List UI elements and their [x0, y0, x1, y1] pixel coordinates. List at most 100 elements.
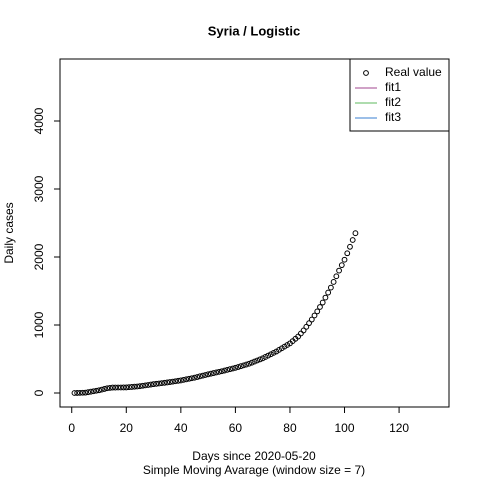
point: [199, 372, 206, 379]
point: [248, 359, 255, 366]
chart-title: Syria / Logistic: [208, 23, 300, 38]
point: [167, 379, 173, 385]
point: [79, 389, 86, 396]
point: [188, 375, 195, 382]
point: [82, 389, 89, 396]
point: [177, 377, 184, 384]
point: [98, 386, 105, 393]
point: [156, 380, 162, 387]
point: [306, 320, 312, 327]
subtitle: Simple Moving Avarage (window size = 7): [143, 463, 365, 477]
x-tick-label: 0: [68, 421, 75, 435]
point: [202, 372, 209, 378]
x-tick-label: 60: [229, 421, 243, 435]
point: [221, 367, 228, 374]
point: [71, 390, 78, 396]
y-tick-label: 1000: [32, 311, 46, 338]
point: [327, 284, 334, 291]
point: [128, 384, 135, 390]
point: [150, 381, 157, 388]
point: [344, 250, 351, 257]
legend-label: fit3: [385, 110, 401, 124]
point: [237, 363, 244, 370]
point: [74, 390, 81, 396]
point: [180, 376, 187, 383]
point: [191, 374, 198, 381]
x-axis-label: Days since 2020-05-20: [192, 449, 316, 463]
point: [158, 380, 165, 387]
x-tick-label: 120: [389, 421, 409, 435]
point: [213, 369, 220, 376]
point: [87, 388, 94, 395]
point: [90, 388, 97, 395]
point: [347, 243, 353, 250]
point: [77, 389, 83, 396]
point: [229, 365, 236, 372]
y-axis-label: Daily cases: [2, 202, 16, 263]
point: [265, 352, 272, 359]
point: [172, 378, 179, 385]
point: [235, 364, 242, 370]
point: [107, 384, 113, 391]
point: [186, 375, 192, 382]
point: [126, 384, 132, 391]
point: [333, 273, 340, 280]
point: [254, 357, 261, 364]
point: [257, 356, 263, 363]
y-tick-label: 2000: [32, 243, 46, 270]
point: [104, 385, 111, 392]
point: [131, 383, 138, 390]
point: [251, 358, 258, 365]
point: [232, 364, 239, 371]
point: [197, 373, 203, 380]
point: [134, 383, 141, 390]
x-tick-label: 40: [174, 421, 188, 435]
y-tick-label: 3000: [32, 175, 46, 202]
point: [243, 361, 250, 368]
point: [205, 371, 212, 378]
point: [297, 330, 304, 337]
point: [194, 374, 201, 380]
y-tick-label: 4000: [32, 107, 46, 134]
point: [183, 376, 190, 383]
point: [259, 355, 266, 362]
point: [161, 379, 168, 386]
point: [262, 354, 269, 360]
point: [270, 349, 277, 356]
point: [207, 370, 214, 377]
legend-label: Real value: [385, 65, 442, 79]
legend-label: fit1: [385, 80, 401, 94]
point: [224, 366, 231, 373]
point: [240, 362, 247, 369]
point: [300, 327, 307, 334]
x-tick-label: 20: [120, 421, 134, 435]
point: [311, 312, 318, 319]
point: [308, 316, 315, 323]
x-tick-label: 100: [335, 421, 355, 435]
point: [96, 387, 102, 394]
point: [317, 304, 323, 310]
legend-label: fit2: [385, 95, 401, 109]
point: [112, 384, 119, 391]
point: [216, 368, 222, 375]
point: [153, 380, 160, 387]
point: [210, 370, 217, 376]
point: [227, 366, 233, 373]
point: [314, 308, 321, 315]
y-tick-label: 0: [32, 389, 46, 396]
point: [267, 351, 274, 358]
point: [169, 378, 176, 385]
point: [330, 279, 337, 285]
point: [338, 262, 345, 269]
x-tick-label: 80: [283, 421, 297, 435]
point: [115, 384, 122, 391]
point: [349, 237, 356, 243]
point: [85, 389, 91, 396]
point: [101, 386, 108, 392]
point: [319, 299, 326, 306]
point: [164, 379, 171, 386]
point: [175, 377, 182, 384]
point: [142, 382, 149, 389]
point: [137, 383, 143, 390]
